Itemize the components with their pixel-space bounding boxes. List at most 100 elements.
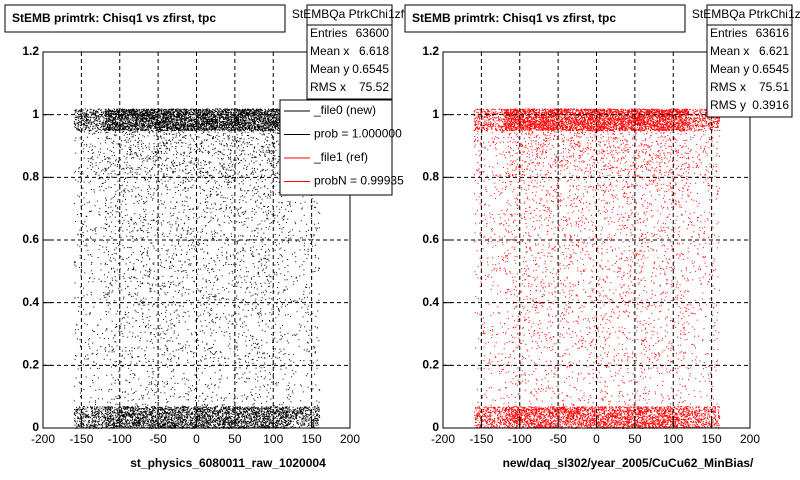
- cell-dots: [196, 177, 229, 241]
- cell-dots: [135, 302, 167, 367]
- cell-dots: [165, 131, 198, 179]
- cell-dots: [659, 366, 690, 407]
- x-tick-label: 0: [593, 432, 600, 446]
- stats-label: Entries: [710, 26, 747, 40]
- plot-border: [442, 51, 751, 429]
- x-tick-label: -50: [149, 432, 167, 446]
- cell-dots: [257, 302, 290, 366]
- x-tick-label: 50: [628, 432, 642, 446]
- cell-dots: [165, 406, 198, 429]
- stats-value: 63600: [356, 26, 390, 40]
- cell-dots: [196, 303, 228, 367]
- y-tick-label: 0.2: [22, 358, 39, 372]
- cell-dots: [658, 241, 690, 302]
- cell-dots: [535, 406, 567, 429]
- cell-dots: [504, 108, 537, 132]
- cell-dots: [166, 240, 198, 304]
- x-tick-label: 50: [228, 432, 242, 446]
- stats-label: Mean y: [710, 62, 749, 76]
- cell-dots: [135, 130, 167, 178]
- cell-dots: [196, 406, 229, 429]
- title-box: [4, 4, 286, 33]
- stats-value: 0.3916: [752, 98, 789, 112]
- cell-dots: [473, 108, 506, 132]
- stats-value: 6.621: [759, 44, 789, 58]
- cell-dots: [135, 406, 167, 429]
- y-tick-label: 1: [432, 107, 439, 121]
- chart-title: StEMB primtrk: Chisq1 vs zfirst, tpc: [412, 11, 616, 25]
- cell-dots: [658, 130, 690, 179]
- x-axis-label: new/daq_sl302/year_2005/CuCu62_MinBias/: [503, 456, 754, 470]
- cell-dots: [104, 130, 136, 179]
- y-tick-label: 1.2: [22, 44, 39, 58]
- stats-label: Mean x: [710, 44, 749, 58]
- stats-value: 0.6545: [352, 62, 389, 76]
- x-tick-label: -50: [549, 432, 567, 446]
- x-tick-label: -200: [431, 432, 455, 446]
- stats-title: StEMBQa PtrkChi1zff: [692, 7, 800, 21]
- title-box: [404, 4, 686, 33]
- y-tick-label: 0.6: [422, 232, 439, 246]
- cell-dots: [627, 177, 659, 240]
- x-tick-label: -200: [31, 432, 55, 446]
- x-tick-label: -150: [469, 432, 493, 446]
- x-tick-label: -150: [69, 432, 93, 446]
- y-tick-label: 0.6: [22, 232, 39, 246]
- cell-dots: [689, 241, 720, 302]
- x-tick-label: 200: [340, 432, 360, 446]
- cell-dots: [196, 240, 228, 302]
- cell-dots: [627, 108, 659, 132]
- cell-dots: [165, 366, 198, 407]
- x-tick-label: 100: [263, 432, 283, 446]
- cell-dots: [258, 131, 290, 177]
- legend-label: probN = 0.99935: [314, 174, 404, 188]
- y-tick-label: 0: [32, 420, 39, 434]
- cell-dots: [104, 406, 137, 429]
- cell-dots: [106, 365, 136, 405]
- cell-dots: [535, 243, 567, 304]
- x-axis-label: st_physics_6080011_raw_1020004: [130, 456, 326, 470]
- cell-dots: [658, 178, 690, 241]
- cell-dots: [566, 130, 598, 178]
- y-tick-label: 0.8: [422, 170, 439, 184]
- legend-box: [279, 99, 393, 196]
- y-tick-label: 1: [32, 107, 39, 121]
- cell-dots: [288, 406, 321, 429]
- stats-label: RMS x: [710, 80, 746, 94]
- stats-value: 6.618: [359, 44, 389, 58]
- stats-value: 63616: [756, 26, 790, 40]
- x-tick-label: 150: [702, 432, 722, 446]
- cell-dots: [258, 240, 290, 303]
- cell-dots: [657, 303, 690, 366]
- cell-dots: [504, 406, 537, 429]
- y-tick-label: 0.2: [422, 358, 439, 372]
- x-tick-label: -100: [108, 432, 132, 446]
- stats-value: 0.6545: [752, 62, 789, 76]
- cell-dots: [597, 177, 629, 241]
- stats-label: Entries: [310, 26, 347, 40]
- cell-dots: [565, 406, 598, 429]
- stats-label: Mean x: [310, 44, 349, 58]
- cell-dots: [565, 108, 598, 132]
- legend-label: _file1 (ref): [313, 150, 368, 164]
- cell-dots: [104, 240, 137, 302]
- cell-dots: [227, 177, 259, 241]
- cell-dots: [596, 406, 629, 429]
- cell-dots: [627, 131, 659, 178]
- stats-box: [706, 4, 793, 118]
- legend-label: _file0 (new): [313, 103, 376, 117]
- y-tick-label: 0.4: [422, 295, 439, 309]
- cell-dots: [596, 108, 629, 132]
- cell-dots: [535, 108, 567, 132]
- x-tick-label: -100: [508, 432, 532, 446]
- legend-label: prob = 1.000000: [314, 127, 402, 141]
- x-tick-label: 200: [740, 432, 760, 446]
- cell-dots: [535, 302, 567, 367]
- cell-dots: [73, 108, 106, 132]
- x-tick-label: 100: [663, 432, 683, 446]
- cell-dots: [535, 130, 567, 178]
- cell-dots: [504, 130, 536, 179]
- cell-dots: [165, 108, 198, 132]
- stats-label: RMS x: [310, 80, 346, 94]
